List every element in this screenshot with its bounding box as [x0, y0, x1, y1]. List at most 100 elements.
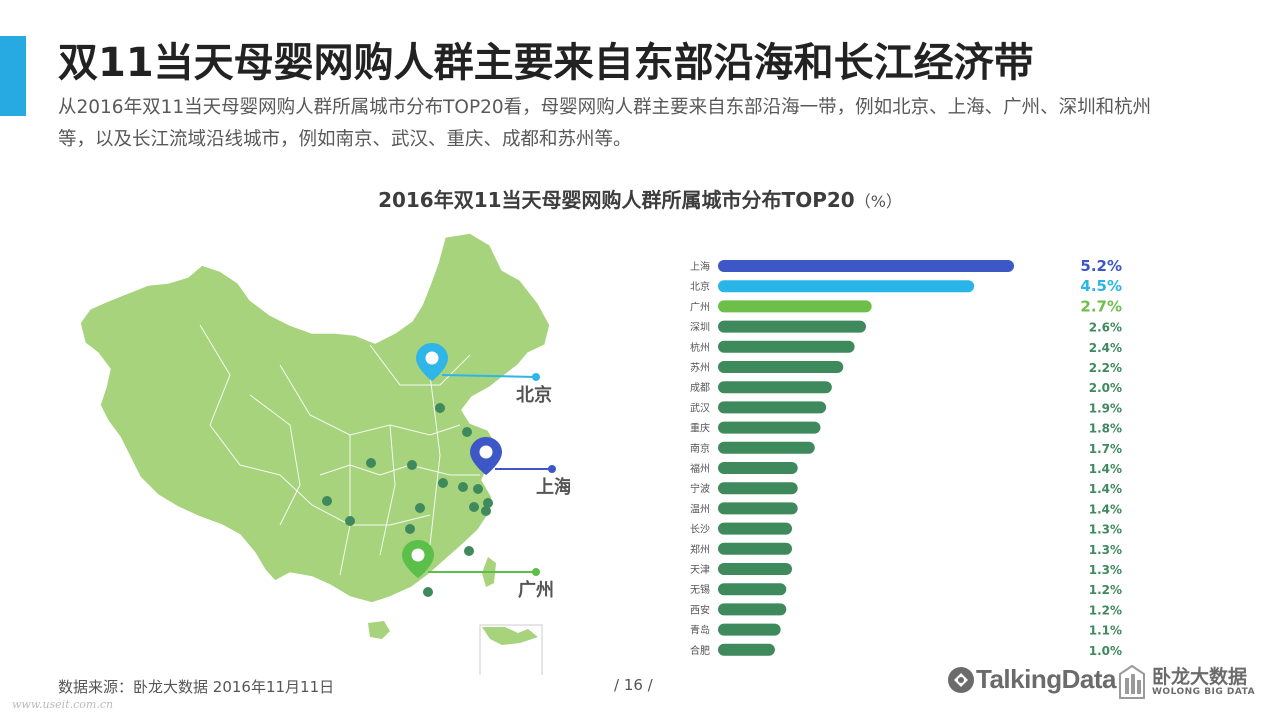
- bar: [718, 300, 872, 313]
- beijing-leader-line: [441, 374, 537, 378]
- bar: [718, 340, 855, 353]
- bar-category-label: 重庆: [690, 422, 710, 435]
- bar-value-label: 1.0%: [1089, 644, 1122, 658]
- title-accent-bar: [0, 36, 26, 116]
- bar-value-label: 1.2%: [1089, 583, 1122, 597]
- bar-value-label: 1.9%: [1089, 401, 1122, 415]
- wolong-logo: 卧龙大数据 WOLONG BIG DATA: [1118, 664, 1255, 700]
- beijing-pin-icon: [416, 343, 448, 381]
- china-map: 北京 上海 广州: [79, 232, 570, 675]
- city-dot: [345, 516, 355, 526]
- city-dot: [483, 498, 493, 508]
- chart-title: 2016年双11当天母婴网购人群所属城市分布TOP20（%）: [0, 184, 1280, 213]
- city-dot: [473, 484, 483, 494]
- bar-category-label: 西安: [690, 603, 710, 616]
- city-dot: [423, 587, 433, 597]
- bar: [718, 280, 975, 293]
- bar: [718, 441, 815, 454]
- bar-category-label: 长沙: [690, 524, 710, 536]
- bar-value-label: 2.4%: [1089, 341, 1122, 355]
- bar-category-label: 武汉: [690, 401, 710, 414]
- beijing-label: 北京: [516, 384, 552, 406]
- shanghai-leader-dot: [548, 465, 556, 473]
- bar-value-label: 1.2%: [1089, 603, 1122, 617]
- talkingdata-logo-text: TalkingData: [976, 664, 1116, 694]
- bar: [718, 401, 827, 414]
- bar: [718, 462, 798, 474]
- city-dot: [322, 496, 332, 506]
- city-dot: [464, 546, 474, 556]
- city-dot: [462, 427, 472, 437]
- bar-value-label: 2.2%: [1089, 361, 1122, 375]
- bar-category-label: 温州: [690, 503, 710, 515]
- bar-category-label: 天津: [690, 564, 710, 576]
- bar-category-label: 福州: [690, 462, 710, 475]
- wolong-logo-icon: [1119, 664, 1145, 699]
- bar-value-label: 4.5%: [1080, 277, 1122, 295]
- chart-unit: （%）: [854, 192, 902, 211]
- bar-value-label: 1.8%: [1089, 422, 1122, 436]
- bar-category-label: 苏州: [690, 361, 710, 374]
- bar: [718, 563, 792, 575]
- province-borders: [199, 324, 480, 576]
- bar: [718, 320, 866, 333]
- city-dots: [322, 403, 493, 597]
- bar-value-label: 1.4%: [1089, 462, 1122, 476]
- guangzhou-leader-dot: [532, 568, 540, 576]
- bar-category-label: 无锡: [690, 583, 710, 596]
- bar-category-label: 成都: [690, 382, 710, 394]
- bar: [718, 542, 792, 555]
- bar-category-label: 深圳: [690, 322, 710, 334]
- bar-category-label: 合肥: [690, 644, 710, 657]
- city-dot: [415, 503, 425, 513]
- page-number: / 16 /: [614, 676, 653, 694]
- bar: [718, 623, 781, 636]
- bar-value-label: 1.4%: [1089, 502, 1122, 516]
- shanghai-pin-icon: [470, 437, 502, 475]
- bar-category-label: 青岛: [690, 624, 710, 637]
- bar: [718, 502, 798, 515]
- bar: [718, 260, 1014, 272]
- bar-category-label: 杭州: [690, 341, 710, 354]
- city-dot: [481, 506, 491, 516]
- guangzhou-pin-icon: [402, 540, 434, 578]
- beijing-leader-dot: [532, 373, 540, 381]
- hainan-island-shape: [368, 621, 390, 639]
- bar-value-label: 1.4%: [1089, 482, 1122, 496]
- shanghai-label: 上海: [536, 476, 570, 498]
- watermark: www.useit.com.cn: [12, 698, 114, 711]
- bar-value-label: 1.7%: [1089, 442, 1122, 456]
- city-bar-chart: 上海 5.2% 北京 4.5% 广州 2.7% 深圳 2.6% 杭州 2.4% 苏州 2.2% 成都 2.…: [690, 257, 1122, 658]
- city-dot: [435, 403, 445, 413]
- city-dot: [366, 458, 376, 468]
- wolong-logo-en: WOLONG BIG DATA: [1152, 687, 1256, 697]
- bar-value-label: 1.3%: [1089, 543, 1122, 557]
- talkingdata-logo-icon: [948, 666, 974, 693]
- city-dot: [407, 460, 417, 470]
- bar: [718, 603, 787, 616]
- bar: [718, 522, 792, 535]
- page-title: 双11当天母婴网购人群主要来自东部沿海和长江经济带: [58, 40, 1034, 86]
- guangzhou-label: 广州: [518, 579, 554, 601]
- bar: [718, 643, 775, 656]
- bar-category-label: 广州: [690, 301, 710, 313]
- city-dot: [469, 502, 479, 512]
- bar-category-label: 宁波: [690, 482, 710, 495]
- city-dot: [438, 478, 448, 488]
- page-subtitle: 从2016年双11当天母婴网购人群所属城市分布TOP20看，母婴网购人群主要来自…: [58, 97, 1152, 150]
- south-china-sea-inset: [479, 624, 543, 675]
- bar-category-label: 郑州: [690, 543, 710, 556]
- talkingdata-logo: TalkingData: [946, 664, 1116, 695]
- bar-value-label: 1.3%: [1089, 523, 1122, 537]
- bar-value-label: 2.0%: [1089, 381, 1122, 395]
- bar: [718, 482, 798, 495]
- bar: [718, 381, 832, 394]
- bar: [718, 421, 821, 434]
- bar-category-label: 南京: [690, 442, 710, 455]
- bar-value-label: 5.2%: [1080, 257, 1122, 275]
- bar: [718, 361, 844, 373]
- bar-value-label: 2.6%: [1089, 321, 1122, 335]
- bar-value-label: 2.7%: [1080, 297, 1122, 315]
- bar-value-label: 1.3%: [1089, 563, 1122, 577]
- city-dot: [458, 482, 468, 492]
